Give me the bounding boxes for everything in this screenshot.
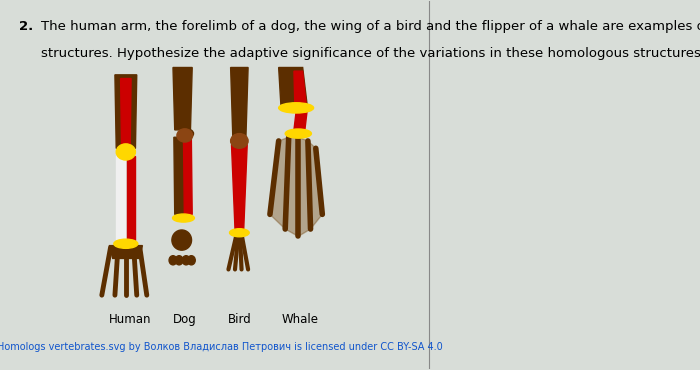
Polygon shape xyxy=(294,71,306,104)
Ellipse shape xyxy=(188,256,195,265)
Text: Dog: Dog xyxy=(173,313,197,326)
Text: Bird: Bird xyxy=(228,313,251,326)
Ellipse shape xyxy=(279,103,314,113)
Polygon shape xyxy=(294,112,307,130)
Polygon shape xyxy=(308,141,322,229)
Polygon shape xyxy=(120,78,131,145)
Text: 2.: 2. xyxy=(19,20,33,33)
Polygon shape xyxy=(115,75,136,148)
Polygon shape xyxy=(183,137,192,214)
Circle shape xyxy=(230,134,248,148)
Text: structures. Hypothesize the adaptive significance of the variations in these hom: structures. Hypothesize the adaptive sig… xyxy=(41,47,700,60)
Ellipse shape xyxy=(114,239,138,248)
Text: Whale: Whale xyxy=(282,313,319,326)
Ellipse shape xyxy=(181,129,193,138)
Ellipse shape xyxy=(173,214,195,222)
Ellipse shape xyxy=(169,256,177,265)
Text: The human arm, the forelimb of a dog, the wing of a bird and the flipper of a wh: The human arm, the forelimb of a dog, th… xyxy=(41,20,700,33)
Polygon shape xyxy=(116,156,125,240)
Polygon shape xyxy=(109,246,142,258)
Polygon shape xyxy=(173,67,193,130)
Polygon shape xyxy=(279,67,307,104)
Polygon shape xyxy=(298,137,311,236)
Polygon shape xyxy=(230,67,248,137)
Circle shape xyxy=(116,144,135,160)
Polygon shape xyxy=(127,156,135,240)
Ellipse shape xyxy=(182,256,190,265)
Circle shape xyxy=(177,129,192,142)
Ellipse shape xyxy=(172,230,192,250)
Polygon shape xyxy=(174,137,186,214)
Text: Homologs vertebrates.svg by Волков Владислав Петрович is licensed under CC BY-SA: Homologs vertebrates.svg by Волков Влади… xyxy=(0,342,442,351)
Polygon shape xyxy=(270,137,288,229)
Ellipse shape xyxy=(230,229,249,237)
Polygon shape xyxy=(285,137,298,236)
Polygon shape xyxy=(232,145,247,229)
Ellipse shape xyxy=(175,256,183,265)
Ellipse shape xyxy=(285,129,312,138)
Text: Human: Human xyxy=(109,313,151,326)
